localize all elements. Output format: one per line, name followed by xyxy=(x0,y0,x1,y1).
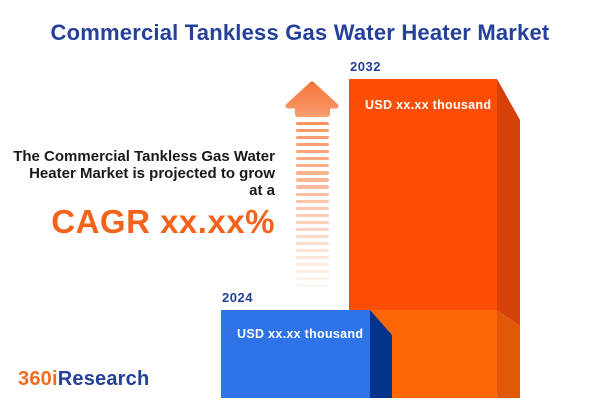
growth-arrow-head-icon xyxy=(285,81,339,109)
cagr-value: CAGR xx.xx% xyxy=(51,203,275,240)
bar-value-2024: USD xx.xx thousand xyxy=(237,327,364,341)
annotation-line-2: Heater Market is projected to grow xyxy=(29,165,275,182)
bar-2032-face-upper xyxy=(349,79,497,310)
bar-2024-face xyxy=(221,310,370,398)
page-title: Commercial Tankless Gas Water Heater Mar… xyxy=(50,20,550,45)
annotation-line-3: at a xyxy=(249,182,275,199)
bar-2032-side-lower xyxy=(497,310,520,398)
company-logo: 360iResearch xyxy=(18,368,149,391)
logo-part-orange: 360i xyxy=(18,368,58,390)
logo-part-blue: Research xyxy=(57,368,150,390)
annotation-line-1: The Commercial Tankless Gas Water xyxy=(13,148,275,165)
bar-2024-side xyxy=(370,310,392,398)
annotation-text: The Commercial Tankless Gas Water Heater… xyxy=(13,148,275,199)
growth-arrow-neck-icon xyxy=(295,103,330,117)
bar-label-2032: 2032 xyxy=(350,59,381,74)
bar-label-2024: 2024 xyxy=(222,290,253,305)
bar-2032-side-upper xyxy=(497,79,520,326)
bar-value-2032: USD xx.xx thousand xyxy=(365,98,492,112)
